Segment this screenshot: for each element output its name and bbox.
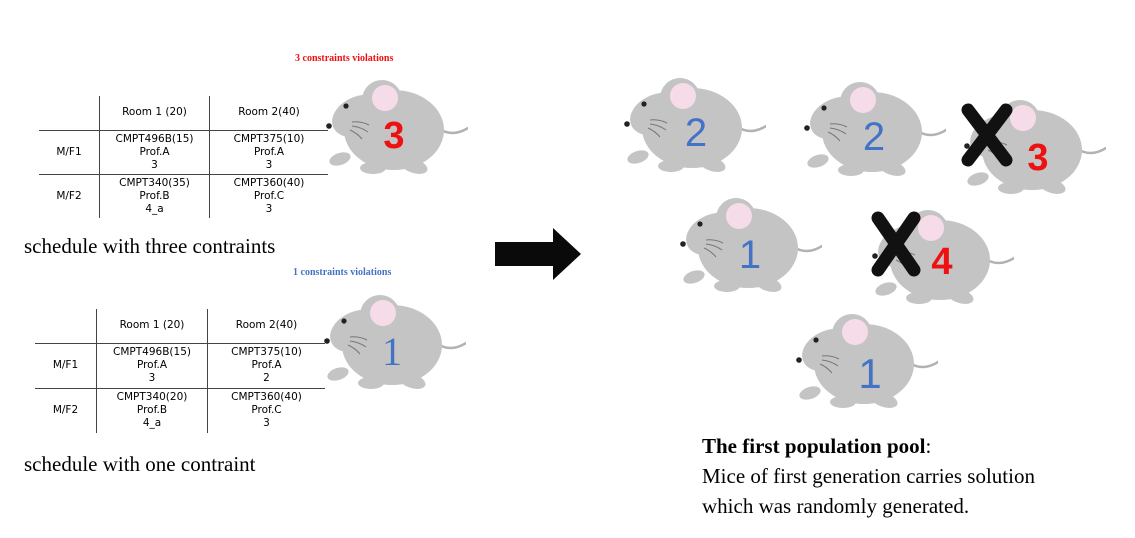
violation-count: 2 bbox=[863, 115, 885, 159]
schedule-cell: CMPT360(40) Prof.C 3 bbox=[209, 173, 328, 218]
schedule-cell: CMPT375(10) Prof.A 3 bbox=[209, 129, 328, 175]
cross-icon bbox=[961, 103, 1013, 167]
course-code: CMPT360(40) bbox=[231, 391, 302, 404]
course-code: CMPT375(10) bbox=[231, 346, 302, 358]
cell-value: 3 bbox=[151, 158, 158, 171]
mouse-icon: 2 bbox=[622, 76, 766, 177]
mouse-icon: 2 bbox=[802, 80, 946, 181]
professor: Prof.A bbox=[136, 359, 168, 371]
professor: Prof.A bbox=[251, 359, 282, 371]
header-room-2: Room 2(40) bbox=[207, 309, 325, 344]
violation-count: 3 bbox=[1027, 137, 1048, 179]
schedule-cell: CMPT496B(15) Prof.A 3 bbox=[99, 129, 210, 175]
schedule-table-a: Room 1 (20) Room 2(40) M/F1 CMPT496B(15)… bbox=[39, 96, 328, 218]
schedule-cell: CMPT375(10) Prof.A 2 bbox=[207, 342, 325, 389]
mouse-icon: 1 bbox=[794, 312, 938, 413]
pool-description: The first population pool: Mice of first… bbox=[702, 431, 1035, 521]
pool-title: The first population pool bbox=[702, 434, 926, 458]
header-corner-cell bbox=[35, 309, 97, 344]
course-code: CMPT340(20) bbox=[116, 391, 188, 404]
pool-line-1: Mice of first generation carries solutio… bbox=[702, 464, 1035, 488]
cell-value: 3 bbox=[263, 417, 270, 430]
pool-line-2: which was randomly generated. bbox=[702, 494, 970, 518]
schedule-b-violations-label: 1 constraints violations bbox=[293, 267, 392, 278]
header-room-1: Room 1 (20) bbox=[96, 309, 208, 344]
professor: Prof.A bbox=[253, 145, 285, 158]
header-corner-cell bbox=[39, 96, 100, 131]
course-code: CMPT496B(15) bbox=[115, 132, 194, 145]
course-code: CMPT496B(15) bbox=[113, 346, 191, 358]
schedule-cell: CMPT340(35) Prof.B 4_a bbox=[99, 173, 210, 218]
schedule-cell: CMPT360(40) Prof.C 3 bbox=[207, 387, 325, 433]
cell-value: 4_a bbox=[145, 202, 164, 215]
schedule-cell: CMPT340(20) Prof.B 4_a bbox=[96, 387, 208, 433]
professor: Prof.C bbox=[253, 189, 285, 202]
professor: Prof.B bbox=[139, 189, 170, 202]
professor: Prof.B bbox=[136, 404, 168, 417]
course-code: CMPT340(35) bbox=[119, 176, 190, 189]
violation-count: 2 bbox=[685, 111, 707, 155]
cell-value: 3 bbox=[265, 158, 273, 171]
violation-count: 4 bbox=[931, 241, 952, 283]
violation-count: 1 bbox=[739, 233, 761, 277]
violation-count: 1 bbox=[858, 350, 881, 397]
cell-value: 3 bbox=[265, 202, 273, 215]
schedule-b-caption: schedule with one contraint bbox=[24, 452, 256, 476]
slot-label: M/F1 bbox=[39, 129, 100, 175]
mouse-icon: 4 bbox=[870, 208, 1014, 309]
course-code: CMPT360(40) bbox=[233, 176, 305, 189]
course-code: CMPT375(10) bbox=[233, 132, 305, 145]
header-room-2: Room 2(40) bbox=[209, 96, 328, 131]
slot-label: M/F2 bbox=[35, 387, 97, 433]
mouse-icon: 1 bbox=[678, 196, 822, 297]
violation-count: 1 bbox=[382, 329, 402, 374]
schedule-cell: CMPT496B(15) Prof.A 3 bbox=[96, 342, 208, 389]
cross-icon bbox=[871, 211, 921, 277]
professor: Prof.A bbox=[139, 145, 170, 158]
header-room-1: Room 1 (20) bbox=[99, 96, 210, 131]
schedule-a-caption: schedule with three contraints bbox=[24, 234, 276, 258]
schedule-table-b: Room 1 (20) Room 2(40) M/F1 CMPT496B(15)… bbox=[35, 309, 325, 433]
cell-value: 4_a bbox=[142, 417, 162, 430]
schedule-a-violations-label: 3 constraints violations bbox=[295, 53, 394, 64]
professor: Prof.C bbox=[251, 404, 282, 417]
mouse-icon: 3 bbox=[324, 78, 468, 179]
cell-value: 2 bbox=[263, 372, 270, 384]
pool-title-suffix: : bbox=[925, 434, 932, 458]
mouse-icon: 3 bbox=[961, 98, 1106, 199]
slot-label: M/F1 bbox=[35, 342, 97, 389]
slot-label: M/F2 bbox=[39, 173, 100, 218]
mouse-icon: 1 bbox=[322, 293, 466, 394]
cell-value: 3 bbox=[148, 372, 156, 384]
violation-count: 3 bbox=[383, 115, 404, 157]
right-arrow-icon bbox=[495, 228, 581, 280]
